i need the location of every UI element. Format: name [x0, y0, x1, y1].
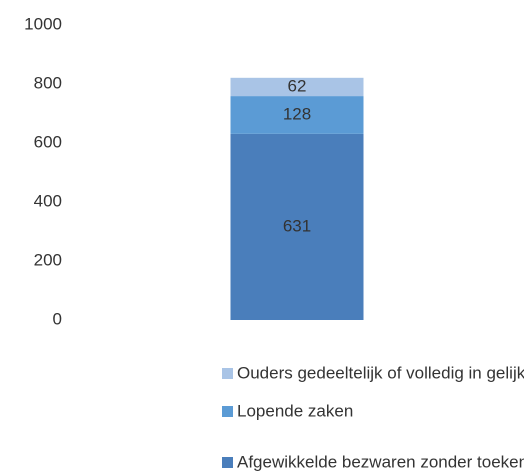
- legend-swatch: [222, 406, 233, 417]
- legend-label: Ouders gedeeltelijk of volledig in gelij…: [237, 363, 524, 382]
- y-tick-label: 200: [34, 250, 62, 269]
- y-tick-label: 800: [34, 73, 62, 92]
- y-tick-label: 1000: [24, 14, 62, 33]
- legend-label: Afgewikkelde bezwaren zonder toekenning: [237, 452, 524, 471]
- y-tick-label: 600: [34, 132, 62, 151]
- data-label: 631: [283, 216, 311, 235]
- data-label: 62: [288, 76, 307, 95]
- bar-segment: [230, 96, 364, 134]
- bar-segment: [230, 133, 364, 320]
- bar-segment: [230, 77, 364, 97]
- legend-swatch: [222, 457, 233, 468]
- y-tick-label: 400: [34, 191, 62, 210]
- legend-label: Lopende zaken: [237, 401, 353, 420]
- y-tick-label: 0: [53, 309, 62, 328]
- legend-swatch: [222, 368, 233, 379]
- data-label: 128: [283, 104, 311, 123]
